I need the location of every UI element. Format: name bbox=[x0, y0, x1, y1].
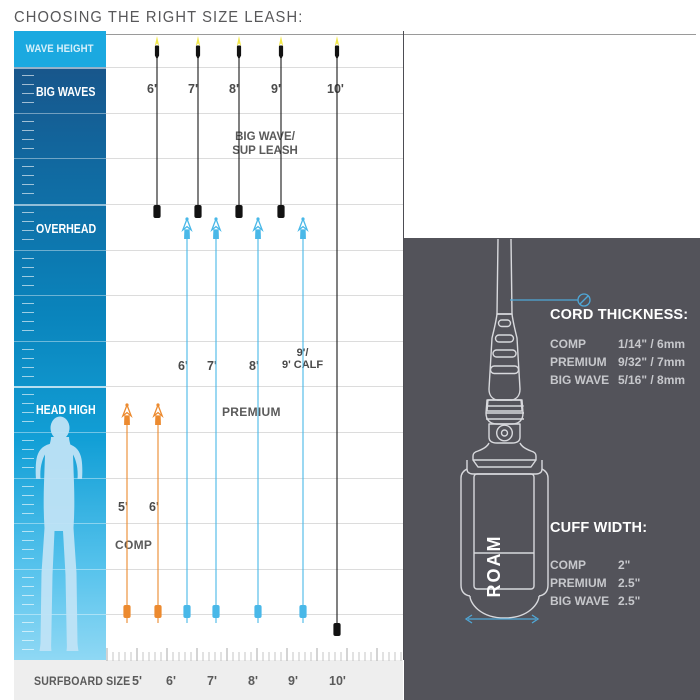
svg-text:ROAM: ROAM bbox=[484, 535, 504, 598]
